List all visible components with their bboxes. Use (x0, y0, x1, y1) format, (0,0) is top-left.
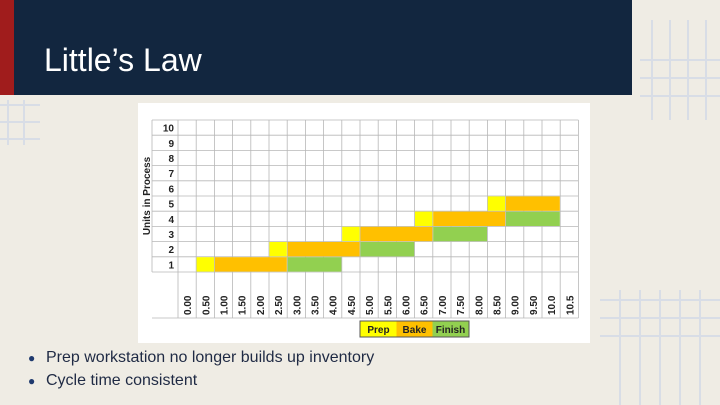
cell-finish (433, 226, 487, 242)
x-tick-label: 2.00 (256, 295, 267, 315)
title-accent-bar (0, 0, 14, 95)
legend-label-bake: Bake (403, 325, 427, 336)
cell-prep (415, 211, 433, 226)
x-tick-label: 2.50 (274, 295, 285, 315)
x-tick-label: 4.50 (347, 295, 358, 315)
cell-bake (287, 242, 360, 257)
y-tick-label: 6 (168, 184, 174, 195)
x-tick-label: 5.00 (365, 295, 376, 315)
legend-frame (359, 320, 470, 338)
x-tick-label: 1.50 (238, 295, 249, 315)
bullet-item: ● Prep workstation no longer builds up i… (28, 346, 374, 369)
x-tick-label: 0.50 (201, 295, 212, 315)
chart-grid (151, 119, 579, 319)
bullet-dot-icon: ● (28, 374, 36, 388)
chart-cells (196, 196, 560, 272)
bullet-text: Cycle time consistent (46, 371, 198, 389)
legend-swatch-finish (432, 321, 469, 337)
x-tick-label: 6.00 (402, 295, 413, 315)
y-axis-label: Units in Process (142, 156, 153, 235)
x-tick-label: 10.5 (565, 295, 576, 315)
cell-finish (287, 257, 342, 272)
cell-prep (196, 257, 214, 272)
x-tick-label: 8.00 (474, 295, 485, 315)
legend-label-finish: Finish (436, 325, 465, 336)
slide-title: Little’s Law (44, 42, 202, 78)
x-tick-label: 10.0 (547, 295, 558, 315)
cell-finish (360, 242, 415, 257)
x-tick-label: 7.00 (438, 295, 449, 315)
x-tick-label: 9.50 (529, 295, 540, 315)
cell-prep (269, 242, 287, 257)
x-tick-label: 1.00 (220, 295, 231, 315)
x-tick-label: 6.50 (420, 295, 431, 315)
legend-swatch-bake (396, 321, 433, 337)
bullet-text: Prep workstation no longer builds up inv… (46, 348, 375, 366)
y-tick-label: 8 (168, 154, 174, 165)
cell-bake (433, 211, 506, 226)
x-tick-label: 5.50 (383, 295, 394, 315)
cell-prep (487, 196, 506, 211)
bullet-item: ● Cycle time consistent (28, 369, 374, 392)
chart-legend: Prep Bake Finish (359, 320, 470, 338)
title-banner (0, 0, 632, 95)
y-tick-label: 7 (168, 169, 174, 180)
x-tick-label: 4.00 (329, 295, 340, 315)
legend-label-prep: Prep (367, 325, 389, 336)
cell-bake (506, 196, 560, 211)
bullet-list: ● Prep workstation no longer builds up i… (28, 346, 374, 392)
y-tick-label: 3 (168, 230, 174, 241)
x-tick-label: 3.50 (311, 295, 322, 315)
y-tick-label: 5 (168, 200, 174, 211)
x-tick-label: 0.00 (183, 295, 194, 315)
y-tick-label: 1 (168, 260, 174, 271)
cell-bake (214, 257, 287, 272)
cell-prep (342, 226, 360, 242)
y-tick-label: 2 (168, 245, 174, 256)
y-tick-label: 4 (168, 215, 174, 226)
cell-finish (506, 211, 560, 226)
x-tick-label: 8.50 (493, 295, 504, 315)
legend-swatch-prep (360, 321, 397, 337)
chart-card: 1 2 3 4 5 6 7 8 9 10 0.00 0.50 1.00 1.50 2.00 2.50 3.00 3… (138, 103, 590, 343)
y-tick-label: 9 (168, 139, 174, 150)
x-tick-label: 3.00 (292, 295, 303, 315)
x-tick-label: 9.00 (511, 295, 522, 315)
bullet-dot-icon: ● (28, 351, 36, 365)
x-tick-label: 7.50 (456, 295, 467, 315)
cell-bake (360, 226, 433, 242)
littles-law-chart: 1 2 3 4 5 6 7 8 9 10 0.00 0.50 1.00 1.50 2.00 2.50 3.00 3… (142, 119, 579, 338)
y-tick-label: 10 (163, 124, 175, 135)
